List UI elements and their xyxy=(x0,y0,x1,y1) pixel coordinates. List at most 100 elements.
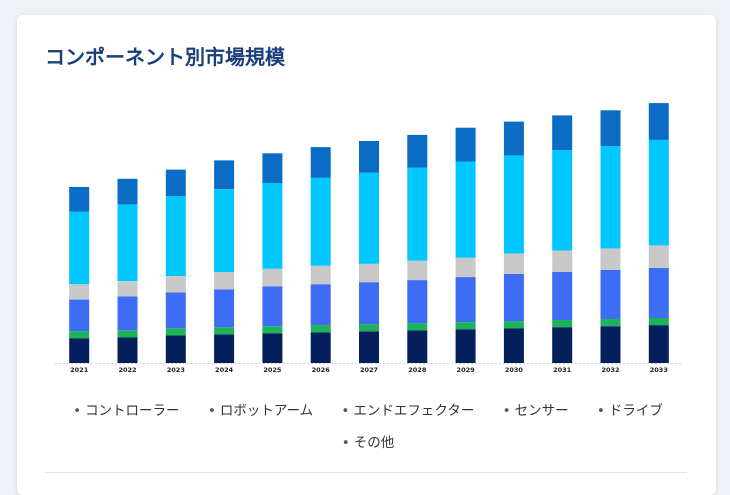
bar-segment[interactable] xyxy=(69,299,90,332)
bar-segment[interactable] xyxy=(552,115,573,151)
bar-segment[interactable] xyxy=(262,286,283,327)
bar-segment[interactable] xyxy=(407,260,428,281)
bar-segment[interactable] xyxy=(455,277,476,323)
bar-segment[interactable] xyxy=(310,265,331,285)
bar-segment[interactable] xyxy=(455,161,476,258)
bar-segment[interactable] xyxy=(455,127,476,162)
bar-segment[interactable] xyxy=(407,167,428,261)
x-tick-label: 2024 xyxy=(215,366,234,374)
bar-segment[interactable] xyxy=(117,296,138,331)
bar-segment[interactable] xyxy=(552,271,573,320)
bar-segment[interactable] xyxy=(165,292,186,329)
bar-segment[interactable] xyxy=(69,338,90,363)
bar-segment[interactable] xyxy=(600,110,621,147)
bar-segment[interactable] xyxy=(503,328,524,363)
stacked-bar-chart: 2021 2022 2023 2024 2025 2026 2027 2028 2029 2030… xyxy=(55,103,683,374)
bar-segment[interactable] xyxy=(310,332,331,363)
bar-segment[interactable] xyxy=(552,250,573,273)
bar-segment[interactable] xyxy=(648,325,669,363)
bar-segment[interactable] xyxy=(359,282,379,325)
x-tick-label: 2030 xyxy=(505,366,524,374)
legend-item[interactable]: • その他 xyxy=(341,435,395,451)
bar-segment[interactable] xyxy=(552,327,573,363)
bar-segment[interactable] xyxy=(359,172,379,264)
bar-segment[interactable] xyxy=(310,147,331,178)
bar-segment[interactable] xyxy=(69,284,90,300)
bar-segment[interactable] xyxy=(214,189,235,272)
x-tick-label: 2023 xyxy=(167,366,185,374)
bar-segment[interactable] xyxy=(503,155,524,254)
bar-segment[interactable] xyxy=(117,337,138,363)
legend-item[interactable]: • ロボットアーム xyxy=(207,403,314,419)
bar-segment[interactable] xyxy=(648,318,669,326)
legend-label: センサー xyxy=(514,403,569,419)
divider xyxy=(45,472,687,473)
bar-segment[interactable] xyxy=(165,169,186,197)
bar-segment[interactable] xyxy=(69,187,90,212)
chart-card: コンポーネント別市場規模 2021 2022 2023 2024 2025 2026 202… xyxy=(17,15,716,495)
x-tick-label: 2026 xyxy=(312,366,331,374)
legend-item[interactable]: • ドライブ xyxy=(596,403,663,419)
legend-item[interactable]: • エンドエフェクター xyxy=(341,403,475,419)
legend-label: ロボットアーム xyxy=(219,403,314,419)
bar-segment[interactable] xyxy=(359,331,379,363)
bar-segment[interactable] xyxy=(214,327,235,335)
bar-segment[interactable] xyxy=(455,322,476,330)
bar-segment[interactable] xyxy=(600,326,621,363)
bar-segment[interactable] xyxy=(69,331,90,339)
bar-segment[interactable] xyxy=(648,103,669,140)
bar-segment[interactable] xyxy=(262,268,283,287)
bar-segment[interactable] xyxy=(648,245,669,268)
bar-segment[interactable] xyxy=(648,140,669,246)
bar-segment[interactable] xyxy=(165,335,186,363)
bar-segment[interactable] xyxy=(165,276,186,293)
bar-segment[interactable] xyxy=(214,334,235,363)
bar-segment[interactable] xyxy=(600,269,621,319)
bar-segment[interactable] xyxy=(214,160,235,189)
x-tick-label: 2032 xyxy=(601,366,619,374)
x-tick-label: 2033 xyxy=(650,366,668,374)
bar-segment[interactable] xyxy=(262,326,283,334)
chart-title: コンポーネント別市場規模 xyxy=(45,45,285,69)
bar-segment[interactable] xyxy=(310,177,331,266)
bar-segment[interactable] xyxy=(600,319,621,327)
bar-segment[interactable] xyxy=(503,121,524,156)
bar-segment[interactable] xyxy=(359,263,379,283)
bar-segment[interactable] xyxy=(503,253,524,275)
bar-segment[interactable] xyxy=(600,248,621,270)
bar-segment[interactable] xyxy=(214,289,235,328)
legend-label: エンドエフェクター xyxy=(353,403,475,419)
bar-segment[interactable] xyxy=(455,257,476,277)
bar-segment[interactable] xyxy=(407,330,428,363)
bar-segment[interactable] xyxy=(503,321,524,329)
bar-segment[interactable] xyxy=(165,196,186,276)
bar-segment[interactable] xyxy=(117,178,138,205)
bar-segment[interactable] xyxy=(407,134,428,168)
bar-segment[interactable] xyxy=(310,284,331,326)
bar-segment[interactable] xyxy=(117,204,138,282)
bar-segment[interactable] xyxy=(407,323,428,331)
bar-segment[interactable] xyxy=(117,281,138,297)
bar-segment[interactable] xyxy=(117,330,138,338)
bar-segment[interactable] xyxy=(552,320,573,328)
bar-segment[interactable] xyxy=(407,280,428,324)
bar-segment[interactable] xyxy=(262,153,283,183)
bar-segment[interactable] xyxy=(310,325,331,333)
bar-segment[interactable] xyxy=(600,146,621,249)
bar-segment[interactable] xyxy=(69,211,90,285)
legend-item[interactable]: • コントローラー xyxy=(73,403,180,419)
bar-segment[interactable] xyxy=(359,141,379,173)
bar-segment[interactable] xyxy=(503,274,524,322)
bar-segment[interactable] xyxy=(648,267,669,318)
bar-segment[interactable] xyxy=(165,328,186,336)
bar-segment[interactable] xyxy=(455,329,476,363)
bar-segment[interactable] xyxy=(552,150,573,251)
legend-label: その他 xyxy=(353,435,395,451)
bar-segment[interactable] xyxy=(214,271,235,290)
x-tick-label: 2031 xyxy=(553,366,572,374)
legend-label: ドライブ xyxy=(608,403,663,419)
bar-segment[interactable] xyxy=(262,333,283,363)
bar-segment[interactable] xyxy=(359,324,379,332)
bar-segment[interactable] xyxy=(262,182,283,269)
legend-item[interactable]: • センサー xyxy=(502,403,569,419)
